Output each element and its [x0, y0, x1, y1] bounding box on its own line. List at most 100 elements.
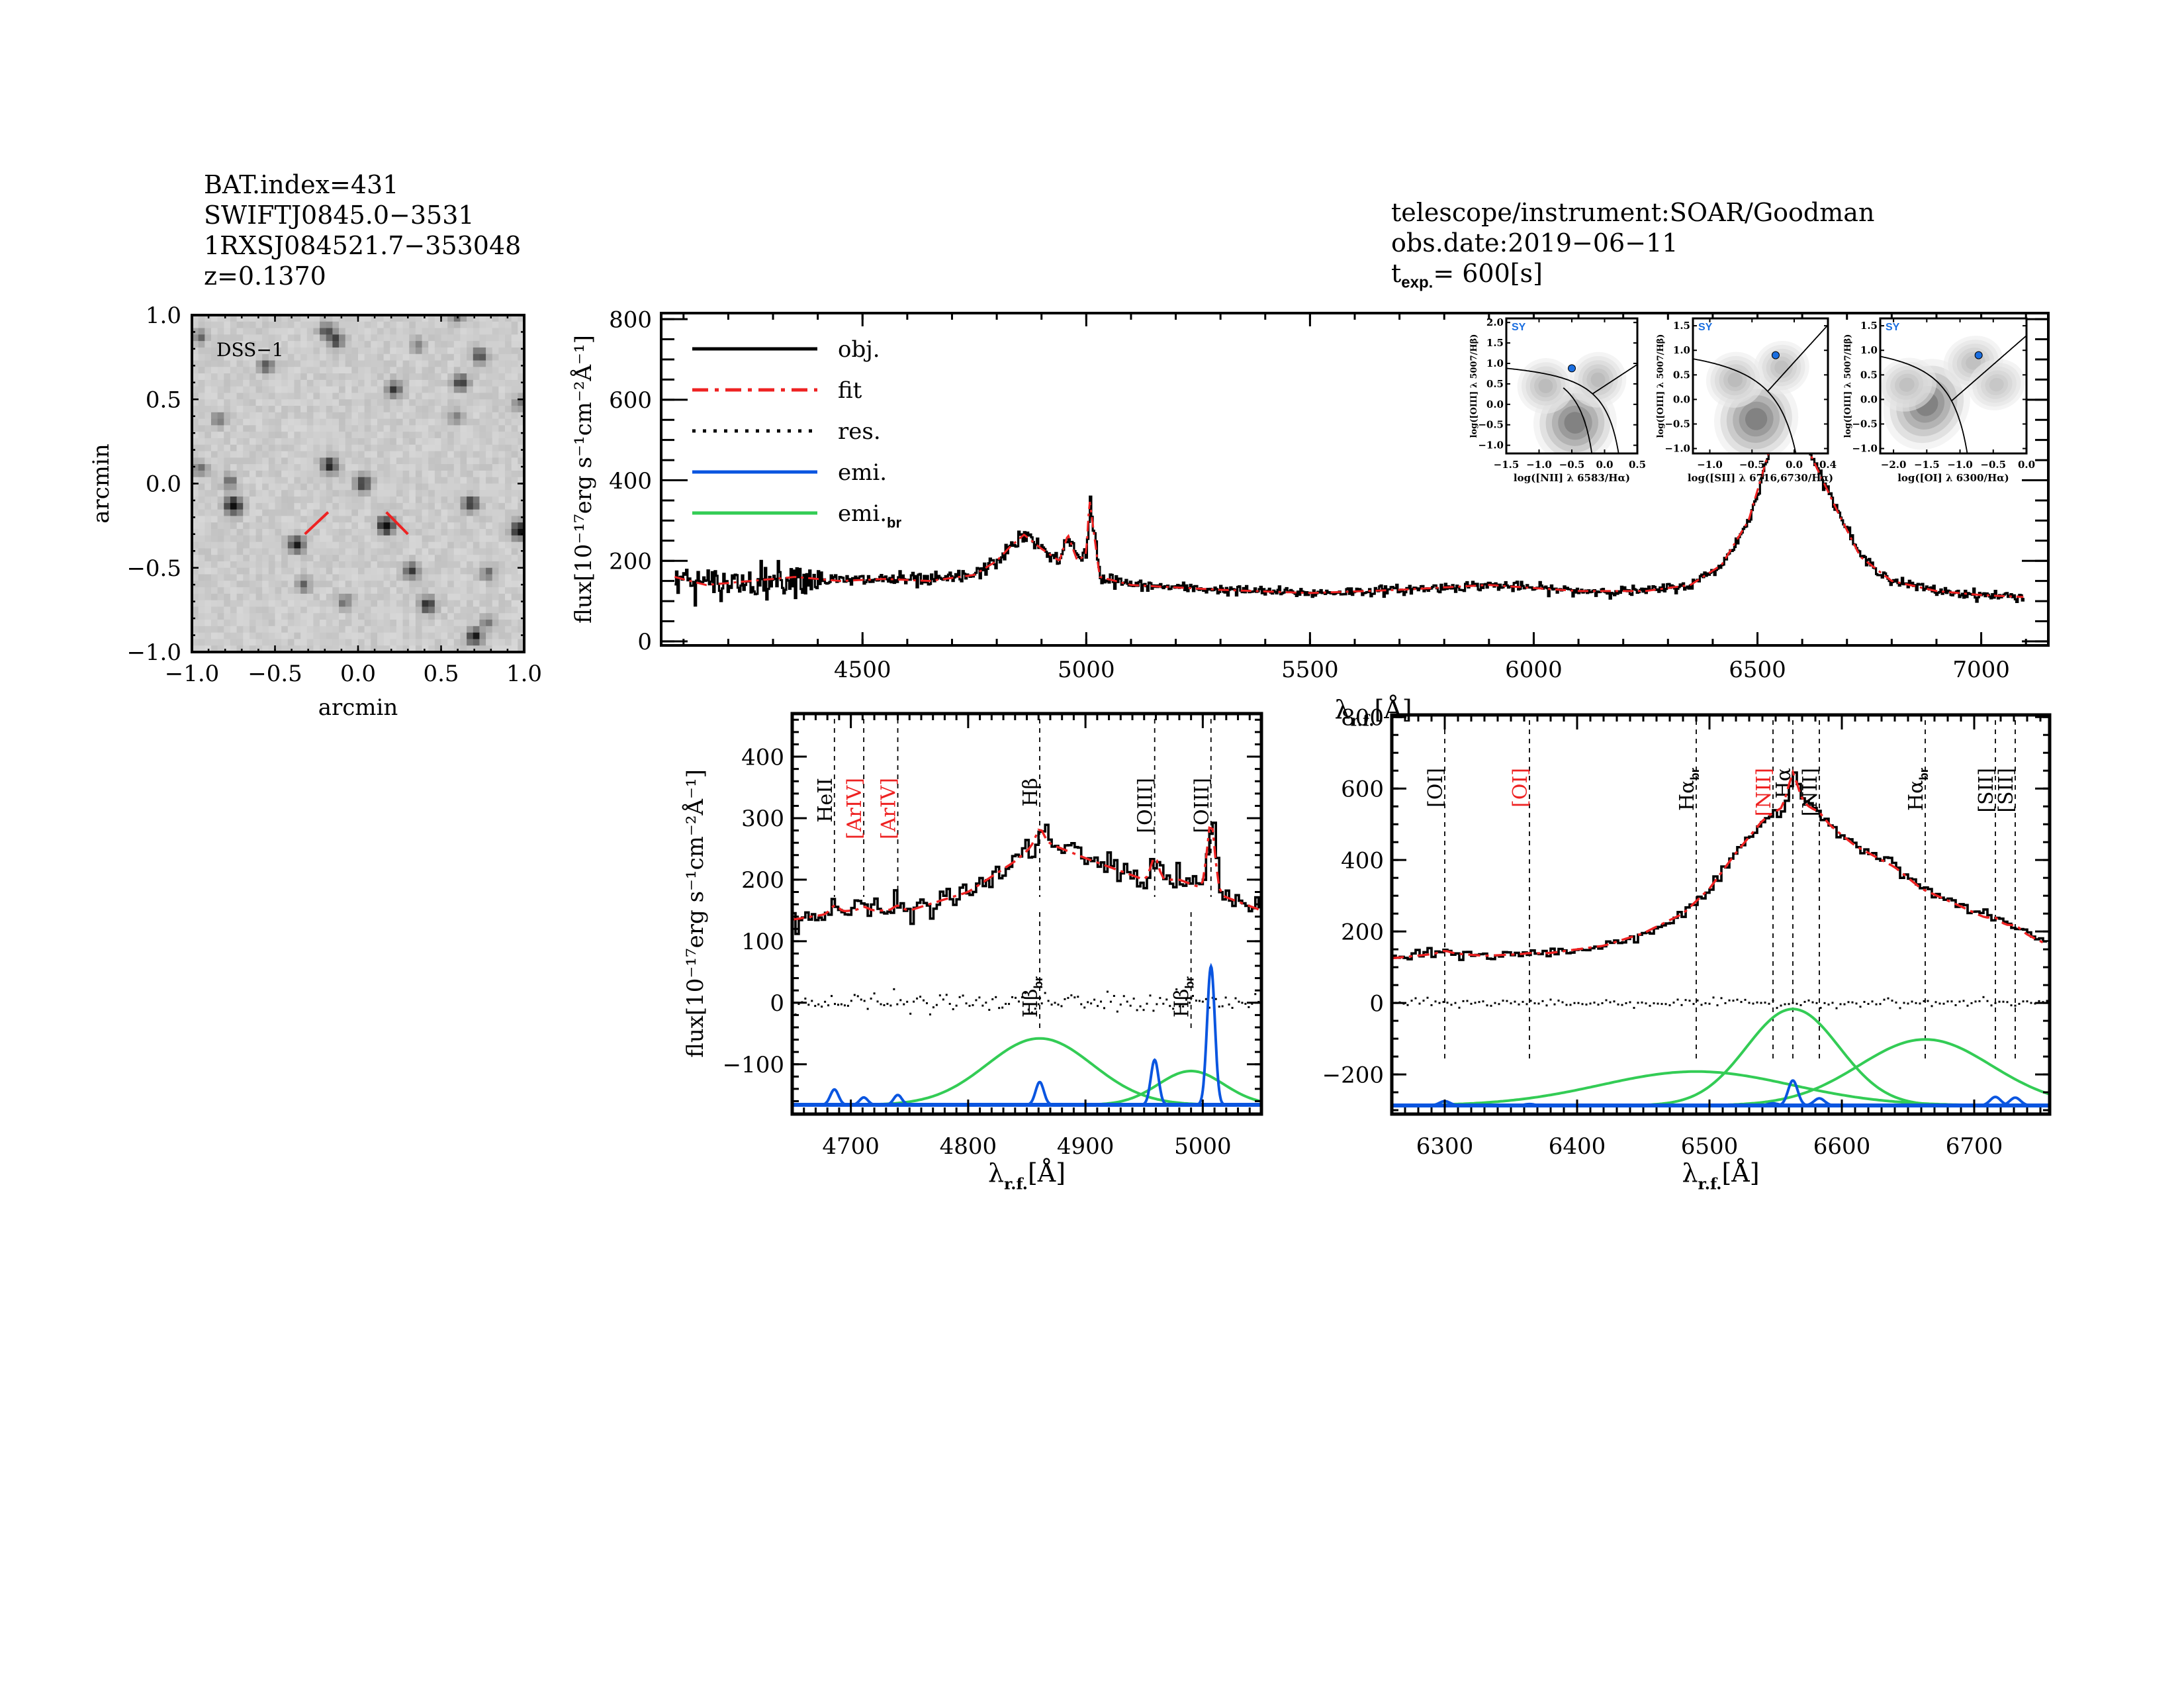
residual-dot	[1470, 1002, 1473, 1005]
dss-pixel	[377, 587, 385, 594]
dss-pixel	[409, 509, 416, 517]
residual-dots	[792, 988, 1260, 1016]
dss-pixel	[275, 379, 282, 387]
dss-pixel	[479, 399, 486, 406]
dss-pixel	[192, 328, 199, 335]
dss-pixel	[192, 406, 199, 413]
residual-dot	[965, 1002, 968, 1005]
dss-pixel	[377, 555, 385, 562]
dss-pixel	[313, 347, 320, 355]
dss-pixel	[281, 399, 289, 406]
dss-pixel	[198, 373, 205, 381]
dss-pixel	[409, 529, 416, 536]
dss-pixel	[467, 328, 474, 335]
dss-pixel	[306, 367, 314, 374]
dss-pixel	[345, 341, 352, 348]
dss-pixel	[371, 328, 378, 335]
dss-pixel	[313, 386, 320, 394]
dss-pixel	[281, 626, 289, 633]
line-label: Hβbr	[1019, 976, 1045, 1017]
line-label: [NII]	[1752, 768, 1776, 816]
density-level	[1966, 355, 1981, 370]
dss-pixel	[383, 464, 390, 471]
dss-pixel	[300, 483, 308, 491]
dss-pixel	[402, 639, 410, 646]
x-axis-label-unit: [Å]	[1028, 1158, 1066, 1188]
dss-pixel	[198, 321, 205, 329]
dss-pixel	[345, 367, 352, 374]
residual-dot	[1122, 995, 1125, 998]
residual-dot	[1891, 1000, 1893, 1002]
dss-pixel	[294, 606, 301, 614]
dss-pixel	[511, 451, 518, 458]
dss-pixel	[351, 561, 359, 569]
dss-pixel	[236, 574, 244, 581]
dss-pixel	[453, 516, 461, 523]
dss-pixel	[358, 541, 365, 549]
dss-pixel	[390, 328, 397, 335]
residual-dot	[824, 1000, 827, 1003]
dss-pixel	[447, 341, 455, 348]
dss-pixel	[473, 373, 480, 381]
residual-dot	[1708, 1002, 1711, 1005]
dss-pixel	[275, 516, 282, 523]
dss-pixel	[460, 600, 467, 608]
dss-pixel	[415, 438, 423, 445]
dss-pixel	[224, 425, 231, 432]
dss-pixel	[281, 367, 289, 374]
dss-pixel	[249, 477, 257, 485]
dss-pixel	[351, 393, 359, 400]
dss-pixel	[192, 529, 199, 536]
x-axis-label-lambda: λ	[1682, 1158, 1698, 1188]
residual-dot	[1490, 1004, 1492, 1007]
dss-pixel	[351, 581, 359, 588]
dss-pixel	[473, 600, 480, 608]
dss-pixel	[364, 373, 371, 381]
dss-pixel	[428, 620, 435, 627]
dss-pixel	[473, 581, 480, 588]
dss-pixel	[358, 502, 365, 510]
dss-pixel	[275, 483, 282, 491]
dss-pixel	[460, 626, 467, 633]
residual-dot	[880, 1003, 882, 1006]
dss-pixel	[511, 477, 518, 485]
dss-pixel	[210, 406, 218, 413]
x-tick-label: 4700	[822, 1133, 880, 1160]
dss-pixel	[249, 548, 257, 555]
dss-pixel	[268, 315, 276, 322]
dss-pixel	[268, 418, 276, 426]
dss-pixel	[205, 444, 212, 452]
dss-pixel	[409, 632, 416, 640]
dss-pixel	[518, 347, 525, 355]
dss-pixel	[390, 593, 397, 601]
dss-pixel	[192, 444, 199, 452]
dss-pixel	[287, 600, 295, 608]
dss-pixel	[351, 606, 359, 614]
dss-pixel	[441, 529, 448, 536]
dss-pixel	[402, 613, 410, 620]
dss-pixel	[498, 341, 506, 348]
dss-pixel	[473, 574, 480, 581]
dss-pixel	[287, 457, 295, 465]
dss-pixel	[210, 613, 218, 620]
x-axis-label: log([SII] λ 6716,6730/Hα)	[1688, 472, 1833, 484]
dss-pixel	[205, 620, 212, 627]
residual-dot	[1736, 998, 1739, 1001]
dss-pixel	[511, 406, 518, 413]
dss-pixel	[453, 412, 461, 420]
dss-pixel	[396, 399, 404, 406]
dss-pixel	[396, 393, 404, 400]
residual-dot	[1430, 1004, 1433, 1006]
residual-dot	[1641, 1001, 1643, 1004]
dss-pixel	[486, 639, 493, 646]
dss-pixel	[441, 444, 448, 452]
dss-pixel	[492, 412, 499, 420]
dss-pixel	[415, 620, 423, 627]
dss-pixel	[339, 393, 346, 400]
residual-dot	[1712, 996, 1715, 999]
dss-pixel	[371, 600, 378, 608]
residual-dot	[883, 1004, 886, 1006]
dss-pixel	[243, 606, 250, 614]
dss-pixel	[217, 379, 224, 387]
dss-pixel	[198, 555, 205, 562]
